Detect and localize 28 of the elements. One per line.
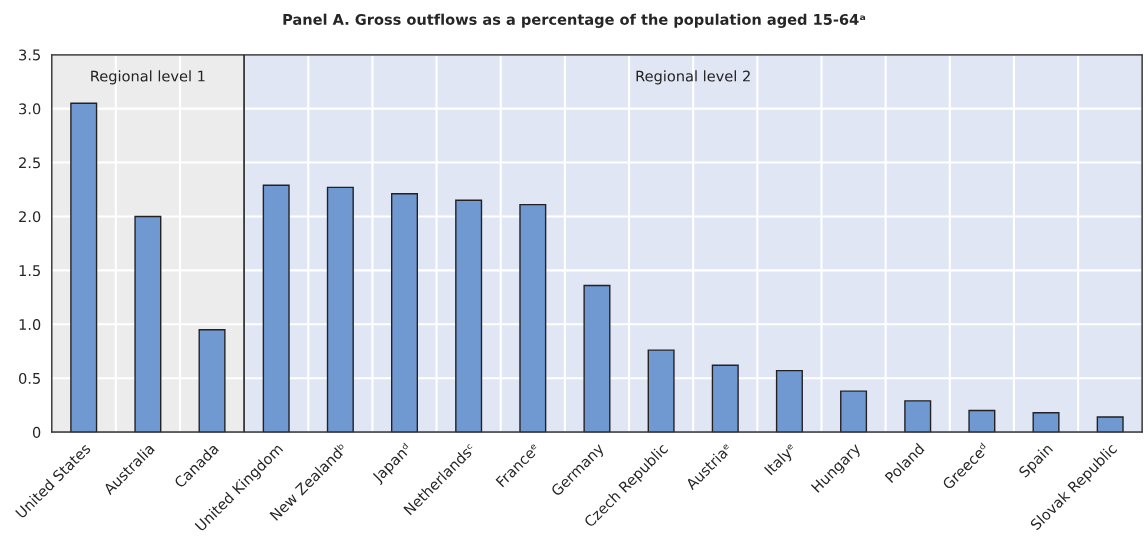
bar [70, 102, 98, 433]
y-tick-label: 3.5 [19, 49, 40, 61]
y-tick-label: 2.5 [19, 157, 40, 169]
bar [455, 199, 483, 433]
y-tick-label: 0 [32, 426, 41, 438]
y-tick-label: 1.5 [19, 265, 40, 277]
bar [1032, 412, 1060, 433]
bar [711, 364, 739, 433]
bar [1096, 416, 1124, 433]
band-label: Regional level 2 [636, 70, 750, 85]
bar [840, 390, 868, 433]
bar [775, 369, 803, 433]
chart-title: Panel A. Gross outflows as a percentage of the population aged 15-64ᵃ [283, 13, 866, 28]
bar [904, 400, 932, 433]
bar [390, 193, 419, 433]
bar [519, 203, 547, 433]
bar [583, 284, 611, 433]
bar [198, 328, 226, 433]
y-tick-label: 2.0 [19, 211, 41, 223]
band-label: Regional level 1 [91, 70, 205, 85]
bar [647, 349, 675, 433]
y-tick-label: 1.0 [19, 319, 41, 331]
bar [134, 215, 162, 433]
bar [968, 409, 996, 433]
y-tick-label: 0.5 [19, 372, 40, 384]
bar [326, 186, 354, 433]
bar [262, 184, 290, 433]
y-tick-label: 3.0 [19, 103, 41, 115]
